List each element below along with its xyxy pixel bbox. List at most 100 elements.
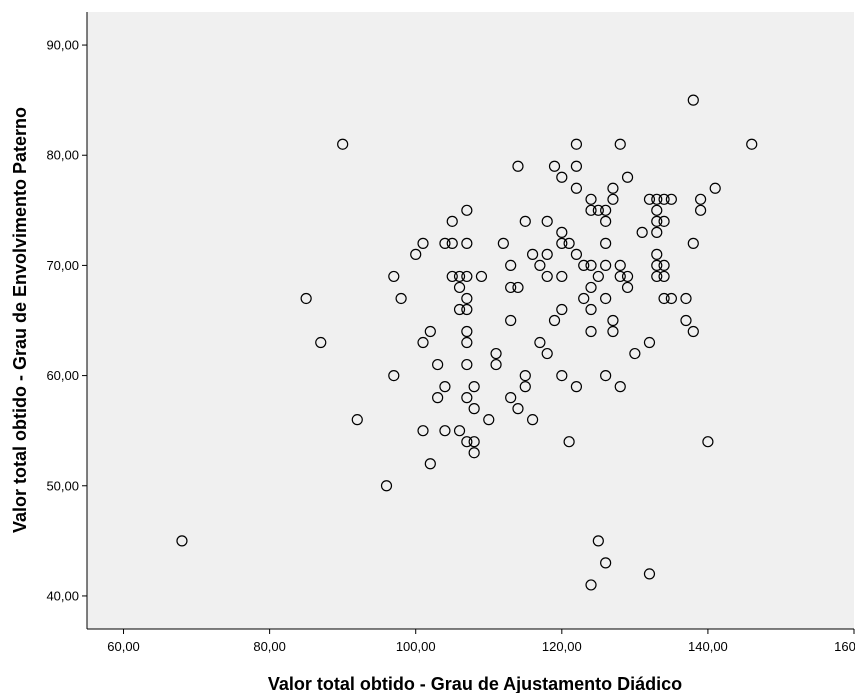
data-point: [497, 237, 509, 249]
data-point: [651, 226, 663, 238]
data-point: [614, 270, 626, 283]
data-point: [600, 215, 612, 227]
data-point: [505, 281, 517, 294]
data-point: [585, 193, 597, 205]
y-tick-label: 70,00: [46, 258, 79, 273]
data-point: [600, 557, 612, 569]
data-point: [614, 259, 626, 272]
data-point: [490, 347, 502, 360]
data-point: [600, 292, 612, 305]
data-point: [578, 259, 590, 272]
data-point: [658, 270, 670, 283]
x-tick-label: 80,00: [253, 639, 286, 654]
y-tick-label: 50,00: [46, 478, 79, 493]
data-point: [505, 259, 517, 272]
data-point: [483, 414, 495, 426]
data-point: [592, 204, 604, 216]
data-point: [694, 193, 707, 205]
data-point: [519, 369, 531, 382]
data-point: [417, 336, 429, 349]
data-point: [621, 171, 634, 183]
y-tick-label: 80,00: [46, 148, 79, 163]
data-point: [607, 193, 619, 205]
data-point: [519, 215, 531, 227]
data-point: [468, 447, 480, 459]
y-tick-label: 60,00: [46, 368, 79, 383]
data-point: [600, 369, 612, 382]
data-point: [453, 303, 466, 316]
data-point: [556, 270, 568, 283]
data-point: [578, 292, 590, 305]
data-point: [621, 281, 634, 294]
data-point: [337, 138, 349, 150]
data-point: [614, 381, 626, 393]
data-point: [453, 425, 466, 437]
data-point: [556, 303, 568, 316]
data-point: [446, 270, 458, 283]
data-point: [541, 215, 553, 227]
data-point: [600, 237, 612, 249]
data-point: [694, 204, 707, 216]
data-point: [461, 292, 473, 305]
data-point: [432, 392, 444, 404]
data-point: [453, 270, 466, 283]
data-point: [526, 248, 539, 260]
data-point: [636, 226, 648, 238]
data-point: [592, 535, 604, 547]
data-point: [600, 259, 612, 272]
data-point: [475, 270, 488, 283]
data-point: [570, 381, 583, 393]
data-point: [432, 358, 444, 371]
data-point: [651, 193, 663, 205]
data-point: [709, 182, 721, 194]
data-point: [585, 579, 597, 591]
data-point: [651, 259, 663, 272]
data-point: [651, 204, 663, 216]
data-point: [680, 314, 692, 327]
data-point: [468, 436, 480, 448]
data-point: [621, 270, 634, 283]
x-tick-label: 140,00: [688, 639, 728, 654]
data-point: [643, 193, 656, 205]
data-point: [548, 314, 561, 327]
data-point: [315, 336, 327, 349]
data-point: [600, 204, 612, 216]
data-point: [570, 160, 583, 172]
data-point: [643, 568, 656, 580]
plot-area: [87, 12, 854, 629]
y-tick-label: 40,00: [46, 588, 79, 603]
data-point: [468, 403, 480, 415]
data-point: [453, 281, 466, 294]
data-point: [570, 138, 583, 150]
data-point: [534, 336, 546, 349]
data-point: [643, 336, 656, 349]
data-point: [388, 369, 400, 382]
x-axis-ticks: 60,00 80,00 100,00 120,00 140,00 160,00: [107, 629, 855, 654]
data-point: [687, 325, 699, 338]
data-point: [395, 292, 407, 305]
data-point: [505, 314, 517, 327]
data-point: [651, 215, 663, 227]
data-point: [746, 138, 758, 150]
data-point: [651, 270, 663, 283]
data-point: [512, 403, 524, 415]
y-axis-ticks: 40,00 50,00 60,00 70,00 80,00 90,00: [46, 38, 87, 603]
data-point: [461, 392, 473, 404]
data-point: [556, 369, 568, 382]
data-point: [490, 358, 502, 371]
data-point: [512, 281, 524, 294]
data-point: [541, 270, 553, 283]
data-point: [680, 292, 692, 305]
data-point: [607, 182, 619, 194]
data-points: [176, 94, 758, 591]
data-point: [665, 292, 677, 305]
data-point: [556, 226, 568, 238]
data-point: [439, 237, 451, 249]
data-point: [176, 535, 188, 547]
data-point: [446, 215, 458, 227]
data-point: [563, 436, 575, 448]
data-point: [417, 425, 429, 437]
data-point: [534, 259, 546, 272]
data-point: [461, 237, 473, 249]
